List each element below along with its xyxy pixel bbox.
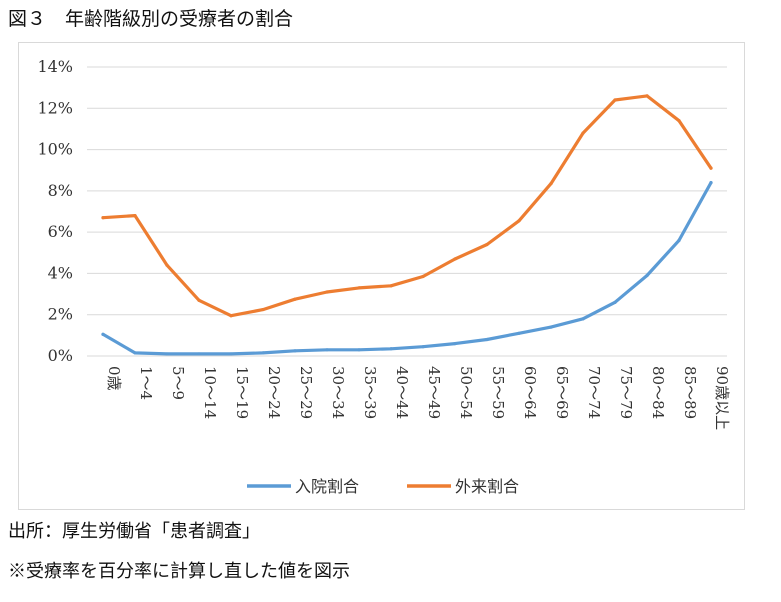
data-point [229, 352, 233, 356]
series-lines [101, 94, 713, 356]
x-tick-label: 15～19 [233, 366, 251, 419]
data-point [197, 352, 201, 356]
data-point [677, 119, 681, 123]
data-point [133, 214, 137, 218]
data-point [709, 166, 713, 170]
data-point [581, 131, 585, 135]
data-point [645, 94, 649, 98]
legend-label: 入院割合 [295, 477, 359, 496]
y-tick-label: 10% [37, 140, 73, 159]
x-tick-label: 1～4 [137, 366, 155, 400]
x-tick-label: 35～39 [361, 366, 379, 419]
x-tick-label: 90歳以上 [713, 366, 731, 430]
x-tick-label: 25～29 [297, 366, 315, 419]
x-tick-label: 70～74 [585, 366, 603, 419]
data-point [453, 342, 457, 346]
data-point [517, 219, 521, 223]
data-point [485, 337, 489, 342]
data-point [421, 274, 425, 279]
x-tick-label: 40～44 [393, 366, 411, 419]
source-note: 出所：厚生労働省「患者調査」 [8, 521, 260, 542]
x-tick-label: 5～9 [169, 366, 187, 400]
line-chart: 0% 2% 4% 6% 8% 10% 12% 14% 0歳 1～4 5～9 10～14 15～19 20… [37, 57, 731, 496]
data-point [645, 273, 649, 278]
x-tick-label: 10～14 [201, 366, 219, 419]
data-point [165, 352, 169, 356]
data-point [357, 286, 361, 290]
x-tick-label: 30～34 [329, 366, 347, 419]
y-tick-label: 6% [48, 222, 73, 241]
x-tick-label: 0歳 [105, 366, 123, 391]
y-tick-label: 12% [37, 98, 73, 117]
data-point [613, 98, 617, 102]
data-point [101, 332, 105, 336]
data-point [453, 257, 457, 261]
data-point [101, 216, 105, 220]
legend-label: 外来割合 [455, 477, 519, 496]
x-tick-label: 55～59 [489, 366, 507, 419]
remark-note: ※受療率を百分率に計算し直した値を図示 [8, 561, 350, 582]
data-point [325, 290, 329, 294]
data-point [517, 331, 521, 335]
data-point [549, 325, 553, 329]
y-axis-ticks: 0% 2% 4% 6% 8% 10% 12% 14% [37, 57, 73, 365]
x-tick-label: 65～69 [553, 366, 571, 419]
figure-title: 図３ 年齢階級別の受療者の割合 [8, 8, 294, 30]
data-point [293, 297, 297, 301]
x-tick-label: 60～64 [521, 366, 539, 419]
data-point [389, 347, 393, 351]
y-tick-label: 2% [48, 305, 73, 324]
y-tick-label: 4% [48, 263, 73, 282]
gridlines [87, 66, 727, 357]
data-point [197, 298, 201, 302]
x-tick-label: 20～24 [265, 366, 283, 419]
data-point [485, 242, 489, 247]
x-tick-label: 85～89 [681, 366, 699, 419]
x-tick-label: 50～54 [457, 366, 475, 419]
legend: 入院割合 外来割合 [247, 477, 519, 496]
x-axis-ticks: 0歳 1～4 5～9 10～14 15～19 20～24 25～29 30～34 35～39 40… [105, 366, 731, 430]
data-point [229, 314, 233, 318]
data-point [133, 351, 137, 355]
chart-area: 0% 2% 4% 6% 8% 10% 12% 14% 0歳 1～4 5～9 10～14 15～19 20… [18, 42, 745, 510]
y-tick-label: 14% [37, 57, 73, 76]
data-point [293, 349, 297, 353]
x-tick-label: 80～84 [649, 366, 667, 419]
data-point [325, 348, 329, 352]
data-point [709, 181, 713, 185]
data-point [677, 238, 681, 242]
data-point [613, 300, 617, 304]
x-tick-label: 75～79 [617, 366, 635, 419]
data-point [389, 284, 393, 288]
data-point [421, 345, 425, 349]
data-point [357, 348, 361, 352]
series-line-2 [101, 94, 713, 318]
data-point [549, 182, 553, 186]
data-point [261, 351, 265, 355]
x-tick-label: 45～49 [425, 366, 443, 419]
data-point [261, 307, 265, 312]
y-tick-label: 0% [48, 346, 73, 365]
y-tick-label: 8% [48, 181, 73, 200]
data-point [581, 317, 585, 321]
series-line-1 [101, 181, 713, 356]
data-point [165, 263, 169, 267]
